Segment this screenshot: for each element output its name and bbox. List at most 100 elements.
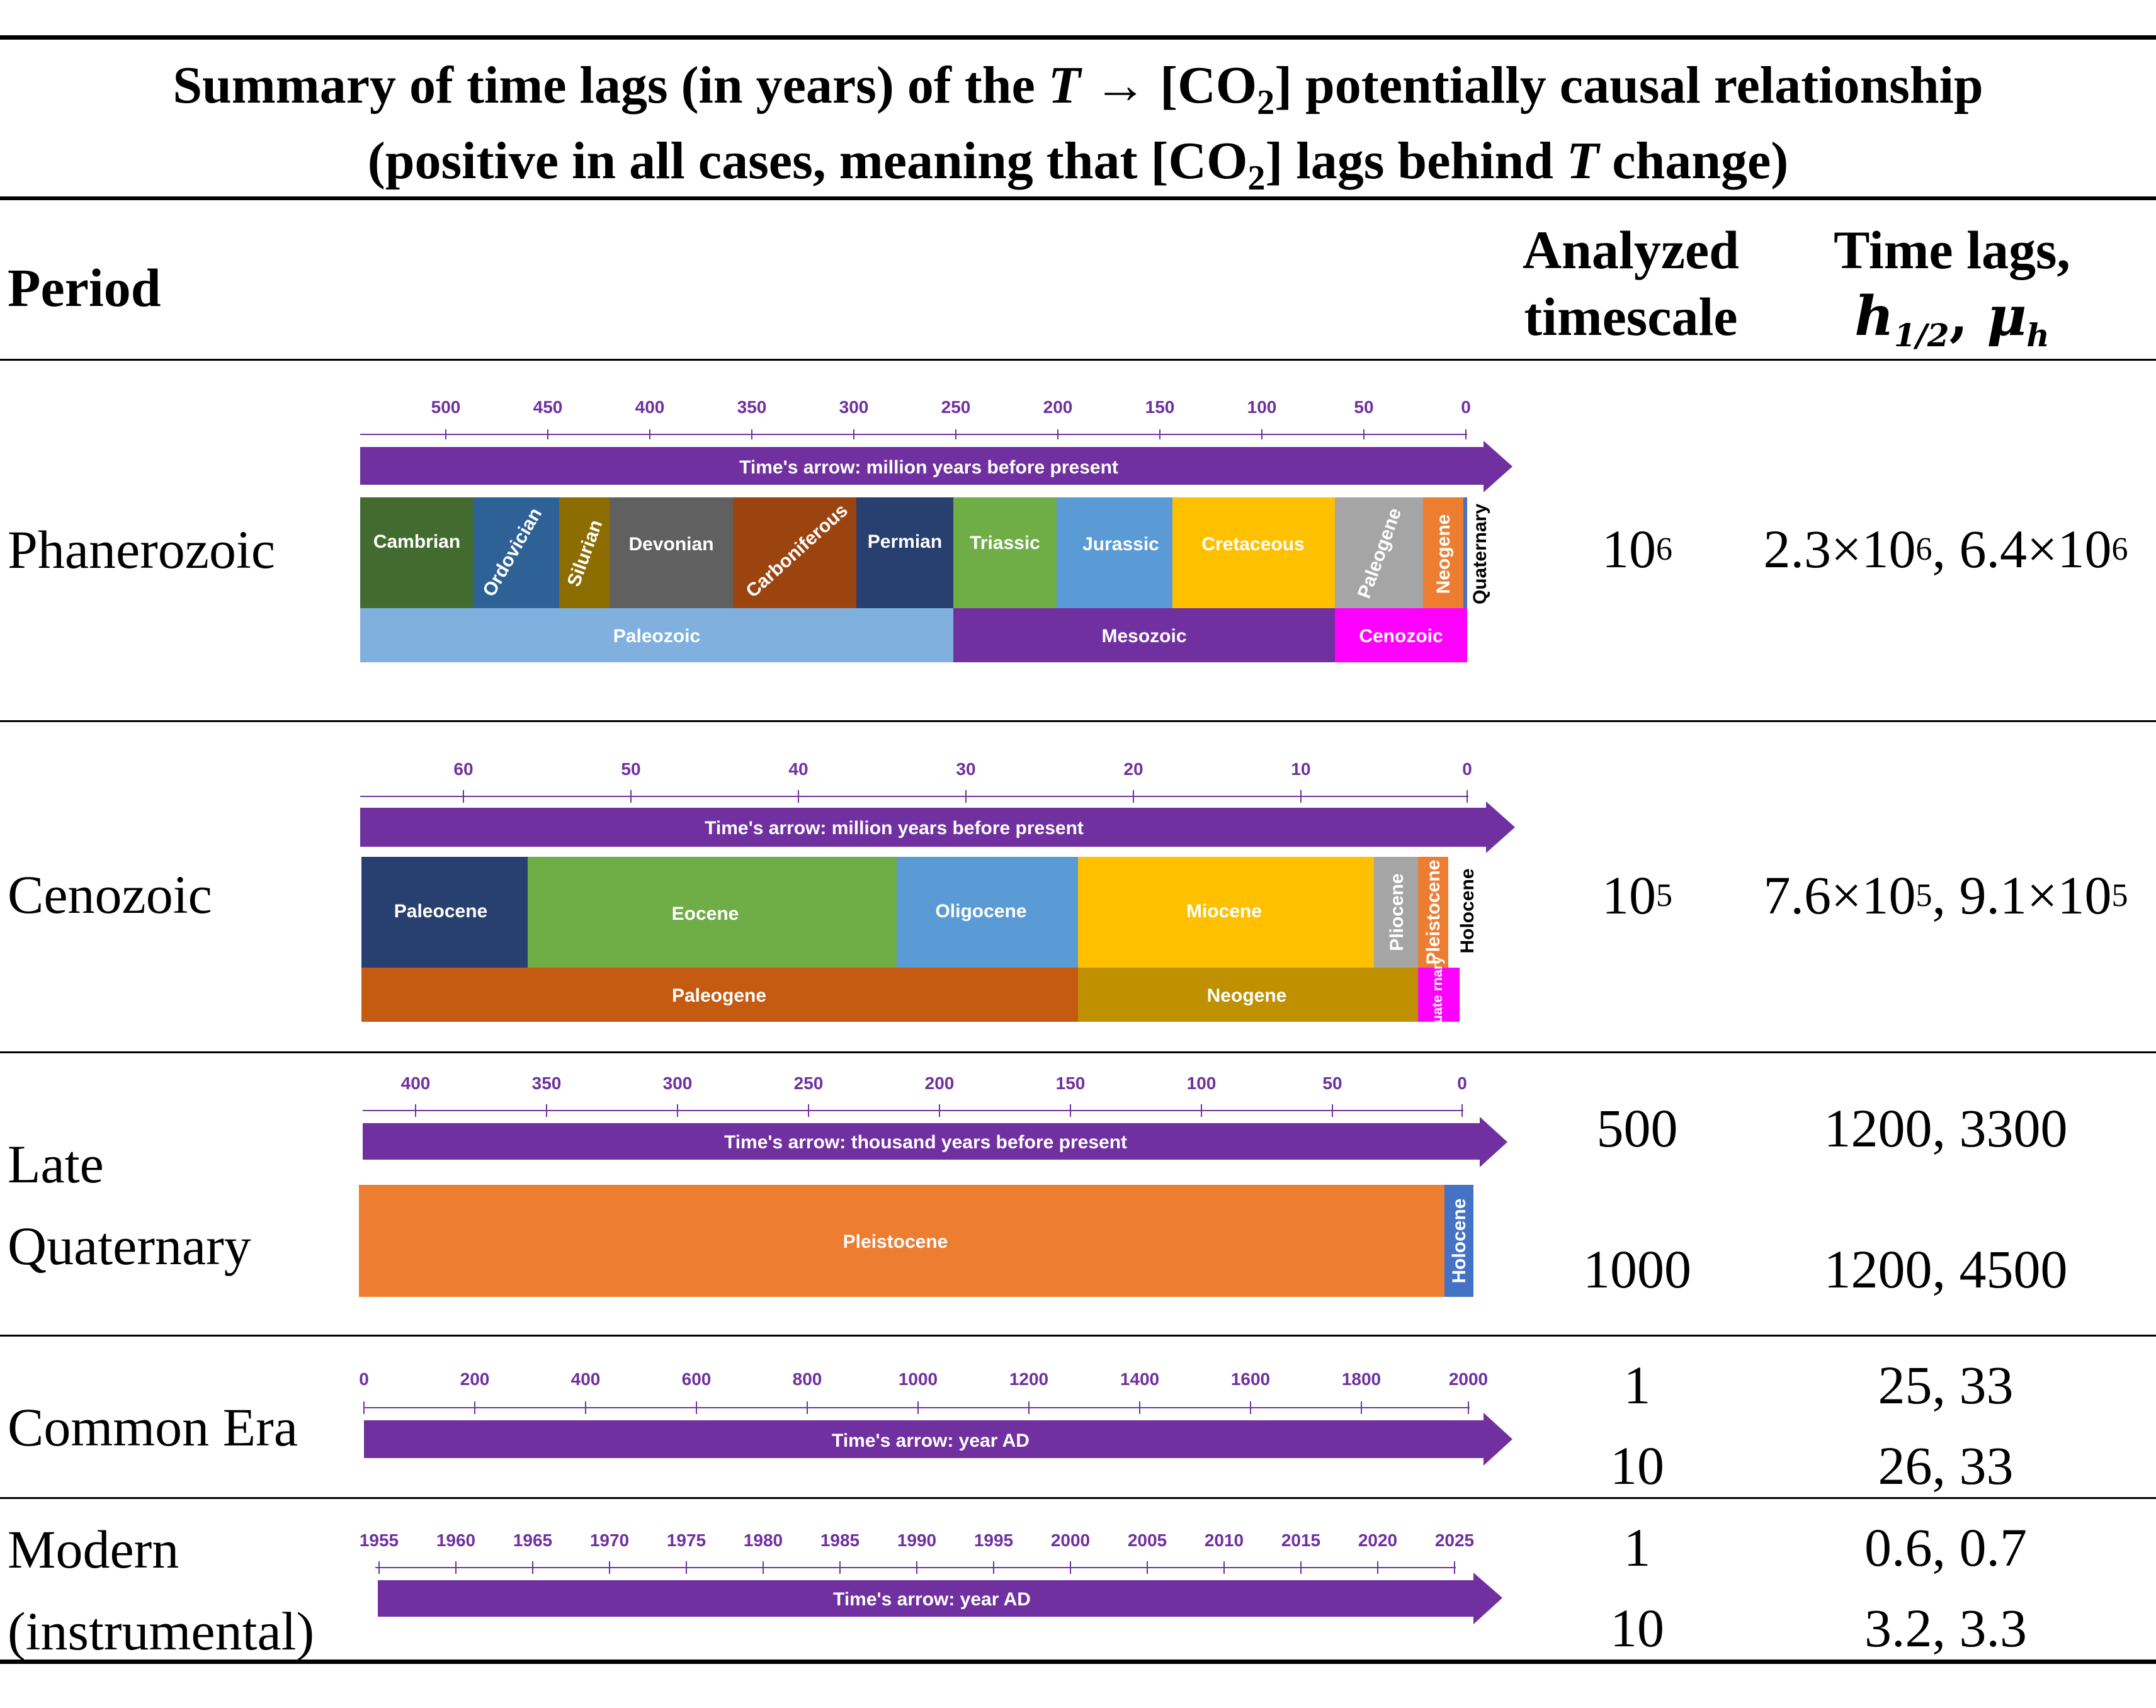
lags-phanerozoic: 2.3×106, 6.4×106: [1763, 519, 2128, 579]
era-boxes: [360, 608, 1467, 662]
epoch-eocene: [528, 857, 897, 968]
tick-label: 10: [1291, 759, 1310, 779]
tick-label: 1995: [974, 1530, 1013, 1550]
tick-label: 250: [941, 397, 971, 417]
era-label: Paleozoic: [613, 626, 700, 647]
tick-label: 2000: [1051, 1530, 1090, 1550]
timescale-common-era-2: 10: [1610, 1435, 1664, 1496]
tick-label: 150: [1056, 1073, 1086, 1093]
tick-label: 2005: [1128, 1530, 1167, 1550]
epoch-labels: Paleocene Eocene Oligocene Miocene Plioc…: [394, 860, 1478, 965]
axis-ticks: [415, 1104, 1463, 1117]
period-cretaceous: [1172, 497, 1335, 608]
title-rule: [0, 196, 2156, 200]
header-rule: [0, 359, 2156, 361]
period-label: Quate rnary: [1429, 956, 1445, 1034]
tick-label: 1955: [360, 1530, 399, 1550]
tick-labels: 0 200 400 600 800 1000 1200 1400 1600 18…: [359, 1369, 1488, 1389]
period-boxes: [361, 968, 1460, 1022]
tick-label: 300: [839, 397, 869, 417]
period-label: Triassic: [970, 533, 1040, 553]
period-neogene: [1078, 968, 1418, 1022]
tick-label: 400: [635, 397, 665, 417]
tick-label: 450: [533, 397, 563, 417]
timeline-common-era: 0 200 400 600 800 1000 1200 1400 1600 18…: [359, 1369, 1512, 1466]
tick-label: 2015: [1281, 1530, 1320, 1550]
epoch-label: Paleocene: [394, 901, 487, 922]
tick-label: 1990: [897, 1530, 936, 1550]
tick-label: 600: [682, 1369, 712, 1389]
row-label-late-quaternary: Late Quaternary: [8, 1134, 251, 1276]
tick-labels: 1955 1960 1965 1970 1975 1980 1985 1990 …: [360, 1530, 1474, 1550]
time-arrow-label: Time's arrow: thousand years before pres…: [724, 1132, 1127, 1153]
header-time-lags: Time lags, h1/2, μh: [1795, 217, 2109, 369]
timescale-phanerozoic: 106: [1602, 519, 1672, 579]
period-quaternary: [1418, 968, 1460, 1022]
tick-label: 50: [1354, 397, 1373, 417]
row-rule-2: [0, 1051, 2156, 1053]
tick-label: 400: [401, 1073, 431, 1093]
tick-label: 400: [571, 1369, 601, 1389]
time-arrow: [360, 441, 1512, 492]
period-label: Jurassic: [1082, 534, 1159, 555]
lags-modern-1: 0.6, 0.7: [1864, 1517, 2027, 1578]
row-label-common-era: Common Era: [8, 1397, 298, 1457]
row-label-phanerozoic: Phanerozoic: [8, 519, 276, 580]
timescale-modern-2: 10: [1610, 1598, 1664, 1658]
epoch-label: Pleistocene: [1423, 860, 1444, 965]
era-mesozoic: [953, 608, 1335, 662]
tick-labels: 400 350 300 250 200 150 100 50 0: [401, 1073, 1467, 1093]
tick-label: 500: [431, 397, 461, 417]
time-arrow-label: Time's arrow: million years before prese…: [739, 457, 1118, 478]
period-triassic: [953, 497, 1057, 608]
tick-label: 0: [1461, 397, 1471, 417]
tick-label: 1960: [436, 1530, 475, 1550]
tick-label: 0: [359, 1369, 369, 1389]
tick-label: 2000: [1449, 1369, 1488, 1389]
tick-label: 1980: [744, 1530, 783, 1550]
epoch-holocene: [1444, 1185, 1473, 1297]
row-rule-1: [0, 720, 2156, 722]
row-rule-4: [0, 1497, 2156, 1499]
epoch-pleistocene: [1418, 857, 1448, 968]
tick-label: 50: [1322, 1073, 1342, 1093]
timescale-late-quaternary-2: 1000: [1583, 1239, 1691, 1299]
period-quaternary: [1463, 497, 1467, 608]
epoch-label: Oligocene: [935, 901, 1026, 922]
tick-label: 200: [460, 1369, 490, 1389]
time-arrow: [378, 1573, 1502, 1624]
period-label: Paleogene: [672, 985, 766, 1006]
epoch-pleistocene: [359, 1185, 1444, 1297]
tick-labels: 60 50 40 30 20 10 0: [453, 759, 1472, 779]
time-arrow: [360, 801, 1515, 853]
timeline-phanerozoic: 500 450 400 350 300 250 200 150 100 50 0…: [360, 397, 1512, 662]
period-silurian: [559, 497, 610, 608]
tick-label: 100: [1187, 1073, 1217, 1093]
timeline-late-quaternary: 400 350 300 250 200 150 100 50 0 Time's …: [359, 1073, 1507, 1297]
tick-label: 30: [956, 759, 975, 779]
era-paleozoic: [360, 608, 953, 662]
tick-label: 350: [737, 397, 767, 417]
tick-label: 800: [793, 1369, 822, 1389]
tick-label: 300: [663, 1073, 693, 1093]
tick-label: 1970: [590, 1530, 629, 1550]
tick-label: 200: [1043, 397, 1073, 417]
period-label: Neogene: [1433, 514, 1454, 594]
tick-label: 100: [1247, 397, 1277, 417]
tick-label: 50: [621, 759, 640, 779]
period-paleogene: [361, 968, 1078, 1022]
period-carboniferous: [733, 497, 856, 608]
row-label-modern: Modern (instrumental): [8, 1519, 315, 1661]
period-boxes: [360, 497, 1467, 608]
lags-common-era-1: 25, 33: [1878, 1355, 2014, 1415]
period-permian: [856, 497, 953, 608]
lags-late-quaternary-1: 1200, 3300: [1824, 1098, 2068, 1158]
header-symbols: h1/2, μh: [1854, 285, 2050, 354]
timescale-late-quaternary-1: 500: [1596, 1098, 1678, 1158]
timescale-modern-1: 1: [1623, 1517, 1651, 1578]
era-label: Mesozoic: [1101, 626, 1186, 647]
time-arrow-label: Time's arrow: year AD: [832, 1430, 1030, 1451]
period-paleogene: [1335, 497, 1423, 608]
tick-label: 1600: [1231, 1369, 1270, 1389]
epoch-paleocene: [361, 857, 528, 968]
